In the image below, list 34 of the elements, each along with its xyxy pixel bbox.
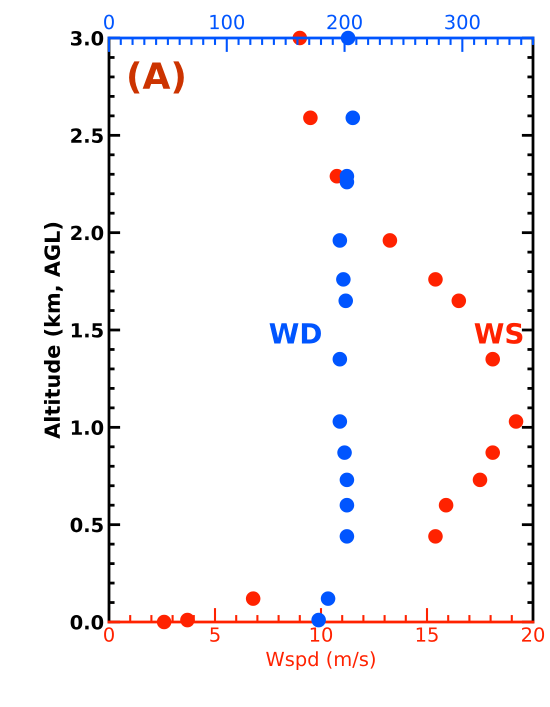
point bbox=[428, 529, 443, 544]
x2-tick-label: 300 bbox=[445, 14, 480, 30]
point bbox=[485, 352, 500, 366]
point bbox=[452, 294, 466, 308]
series-label: WD bbox=[270, 323, 321, 344]
x-tick-label: 5 bbox=[210, 627, 220, 642]
point bbox=[438, 498, 454, 512]
point bbox=[472, 472, 488, 488]
x-axis-title: Wspd (m/s) bbox=[266, 651, 375, 670]
y-tick-label: 1.5 bbox=[72, 323, 103, 338]
x2-tick-label: 200 bbox=[327, 14, 362, 30]
point bbox=[382, 233, 398, 248]
series-label: WS bbox=[474, 322, 522, 344]
x2-tick-label: 0 bbox=[104, 14, 114, 30]
point bbox=[508, 414, 524, 429]
x-tick-label: 15 bbox=[416, 627, 438, 642]
y-tick-label: 3.0 bbox=[70, 30, 104, 46]
point bbox=[180, 612, 195, 628]
y-tick-label: 0.5 bbox=[70, 518, 103, 532]
x2-tick-label: 100 bbox=[210, 14, 244, 30]
x-tick-label: 0 bbox=[104, 627, 114, 642]
point bbox=[485, 445, 500, 460]
x-tick-label: 10 bbox=[310, 627, 332, 642]
y-axis-title: Altitude (km, AGL) bbox=[44, 222, 63, 439]
point bbox=[303, 110, 318, 126]
point bbox=[246, 591, 260, 606]
y-tick-label: 1.0 bbox=[72, 420, 104, 435]
y-tick-label: 0.0 bbox=[70, 614, 104, 630]
y-tick-label: 2.5 bbox=[71, 128, 103, 143]
point bbox=[428, 272, 443, 287]
y-tick-label: 2.0 bbox=[71, 226, 104, 240]
x-tick-label: 20 bbox=[522, 627, 544, 642]
annotation: (A) bbox=[129, 61, 184, 94]
point bbox=[156, 614, 172, 630]
